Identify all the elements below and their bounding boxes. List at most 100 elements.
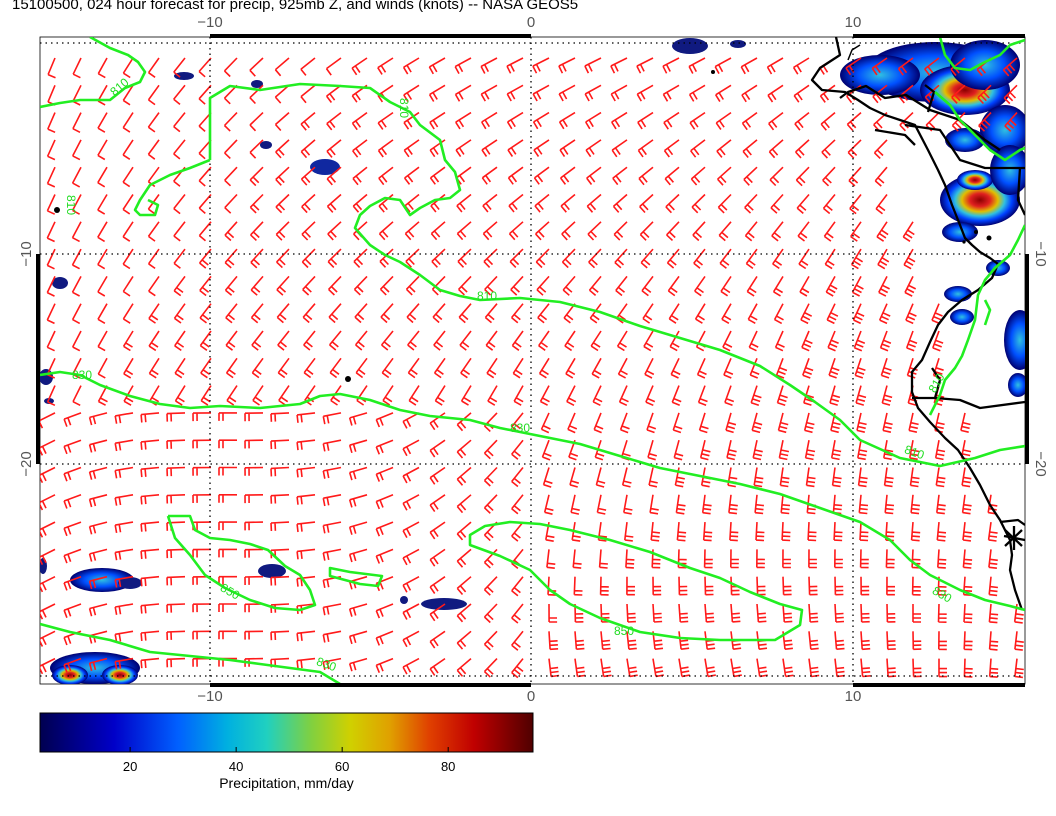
- wind-barb: [624, 522, 634, 542]
- wind-barb: [533, 166, 550, 185]
- wind-barb: [71, 330, 82, 352]
- wind-barb: [772, 275, 784, 297]
- wind-barb: [348, 466, 368, 481]
- wind-barb: [487, 385, 498, 406]
- wind-barb: [593, 412, 604, 434]
- wind-barb: [482, 193, 498, 213]
- wind-barb: [805, 467, 816, 488]
- wind-barb: [225, 357, 238, 379]
- wind-barb: [827, 330, 839, 352]
- wind-barb: [857, 440, 868, 461]
- wind-barb: [403, 166, 420, 185]
- wind-barb: [701, 494, 712, 515]
- wind-barb: [749, 358, 760, 379]
- wind-barb: [380, 330, 394, 351]
- wind-barb: [428, 84, 446, 102]
- wind-barb: [375, 521, 394, 537]
- wind-barb: [378, 166, 394, 186]
- wind-barb: [429, 521, 446, 540]
- wind-barb: [852, 303, 865, 325]
- wind-barb: [140, 575, 160, 587]
- wind-barb: [755, 522, 765, 542]
- wind-barb: [249, 112, 264, 132]
- wind-barb: [808, 603, 819, 623]
- wind-barb: [688, 84, 706, 102]
- wind-barb: [878, 303, 891, 325]
- wind-barb: [751, 412, 763, 434]
- wind-barb: [960, 412, 971, 433]
- precip-fill: [40, 38, 1025, 684]
- wind-barb: [960, 440, 972, 461]
- wind-barb: [662, 84, 680, 102]
- wind-barb: [325, 57, 342, 76]
- wind-barb: [348, 630, 368, 645]
- wind-barb: [937, 603, 947, 623]
- wind-barb: [963, 658, 973, 678]
- wind-barb: [860, 631, 871, 651]
- wind-barb: [122, 166, 134, 188]
- wind-barb: [873, 139, 888, 159]
- wind-barb: [63, 548, 82, 564]
- wind-barb: [511, 439, 524, 460]
- wind-barb: [407, 357, 420, 379]
- wind-barb: [302, 275, 316, 296]
- wind-barb: [831, 467, 842, 488]
- wind-barb: [641, 275, 654, 297]
- wind-barb: [276, 275, 290, 296]
- wind-barb: [456, 439, 472, 459]
- wind-barb: [322, 657, 342, 670]
- wind-barb: [645, 385, 656, 407]
- wind-barb: [200, 385, 212, 406]
- wind-barb: [715, 111, 732, 130]
- wind-barb: [174, 357, 186, 379]
- wind-barb: [780, 494, 791, 515]
- wind-barb: [322, 494, 342, 507]
- wind-barb: [329, 357, 342, 379]
- wind-barb: [456, 576, 472, 596]
- wind-barb: [429, 630, 446, 649]
- wind-barb: [834, 631, 845, 650]
- wind-barb: [808, 576, 818, 596]
- wind-barb: [907, 385, 919, 406]
- wind-barb: [483, 658, 498, 678]
- wind-barb: [781, 522, 791, 542]
- wind-barb: [615, 275, 628, 297]
- wind-barb: [148, 357, 160, 379]
- wind-barb: [122, 194, 134, 215]
- wind-barb: [822, 193, 836, 215]
- wind-barb: [769, 166, 784, 187]
- wind-barb: [402, 603, 420, 620]
- wind-barb: [46, 248, 56, 270]
- wind-barb: [860, 603, 870, 623]
- wind-barb: [962, 522, 972, 542]
- wind-barb: [646, 412, 657, 434]
- wind-barb: [569, 467, 580, 488]
- wind-barb: [408, 385, 420, 406]
- wind-barb: [140, 466, 160, 478]
- wind-barb: [600, 631, 611, 650]
- wind-barb: [611, 111, 628, 130]
- wind-barb: [879, 330, 892, 352]
- wind-barb: [694, 303, 706, 324]
- wind-barb: [730, 658, 742, 678]
- wind-barb: [40, 412, 56, 429]
- wind-barb: [636, 84, 654, 102]
- wind-barb: [250, 221, 264, 241]
- wind-barb: [822, 166, 836, 187]
- contour-label: 830: [510, 421, 530, 435]
- wind-barb: [511, 658, 524, 679]
- wind-barb: [456, 548, 472, 568]
- wind-barb: [353, 248, 368, 268]
- wind-barb: [792, 57, 810, 75]
- wind-barb: [775, 358, 788, 379]
- wind-barb: [72, 112, 82, 134]
- wind-barb: [882, 412, 893, 433]
- wind-barb: [884, 494, 895, 515]
- wind-barb: [625, 549, 635, 569]
- wind-barb: [377, 57, 394, 75]
- wind-barb: [330, 385, 342, 406]
- wind-barb: [574, 658, 586, 678]
- wind-barb: [538, 357, 550, 379]
- wind-barb: [173, 84, 186, 106]
